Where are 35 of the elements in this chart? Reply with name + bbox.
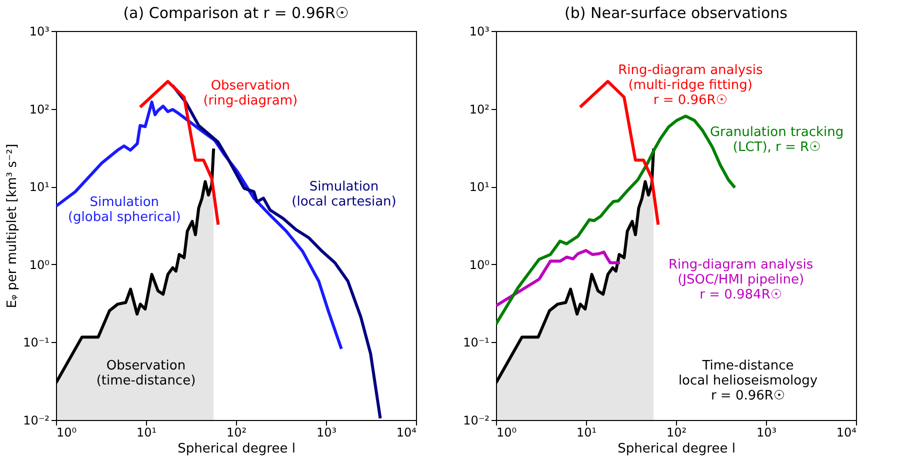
series-label: Time-distance local helioseismology r = 0.96R☉	[678, 358, 818, 404]
chart-title: (a) Comparison at r = 0.96R☉	[123, 4, 349, 22]
y-tick-label: 10³	[29, 24, 50, 38]
x-tick-label: 10⁴	[396, 426, 417, 440]
series-label: Observation (ring-diagram)	[203, 78, 298, 108]
x-tick-label: 10²	[666, 426, 687, 440]
x-tick-label: 10³	[756, 426, 777, 440]
y-tick-label: 10⁻²	[23, 414, 50, 428]
series-label: Simulation (local cartesian)	[292, 180, 396, 210]
y-tick-label: 10¹	[29, 180, 50, 194]
series-label: Granulation tracking (LCT), r = R☉	[710, 125, 844, 156]
y-tick-label: 10³	[469, 24, 490, 38]
y-axis-title: Eᵩ per multiplet [km³ s⁻²]	[5, 144, 20, 308]
chart-title: (b) Near-surface observations	[564, 4, 788, 22]
x-tick-label: 10⁴	[836, 426, 857, 440]
x-axis-title: Spherical degree l	[178, 442, 296, 456]
y-tick-label: 10⁰	[469, 258, 490, 272]
y-tick-label: 10¹	[469, 180, 490, 194]
y-tick-label: 10⁻¹	[463, 336, 490, 350]
x-tick-label: 10⁰	[496, 426, 517, 440]
x-tick-label: 10²	[226, 426, 247, 440]
x-tick-label: 10³	[316, 426, 337, 440]
y-tick-label: 10⁻²	[463, 414, 490, 428]
x-tick-label: 10¹	[136, 426, 157, 440]
text: Ring-diagram analysis (JSOC/HMI pipeline) r = 0.984R☉	[668, 257, 814, 302]
y-tick-label: 10⁰	[29, 258, 50, 272]
series-label: Ring-diagram analysis (multi-ridge fitting) r = 0.96R☉	[618, 62, 763, 108]
x-tick-label: 10¹	[576, 426, 597, 440]
x-tick-label: 10⁰	[56, 426, 77, 440]
series-label: Observation (time-distance)	[96, 358, 196, 389]
x-axis-title: Spherical degree l	[618, 442, 736, 456]
y-tick-label: 10²	[469, 102, 490, 116]
series-label: Simulation (global spherical)	[68, 195, 181, 226]
y-tick-label: 10⁻¹	[23, 336, 50, 350]
y-tick-label: 10²	[29, 102, 50, 116]
